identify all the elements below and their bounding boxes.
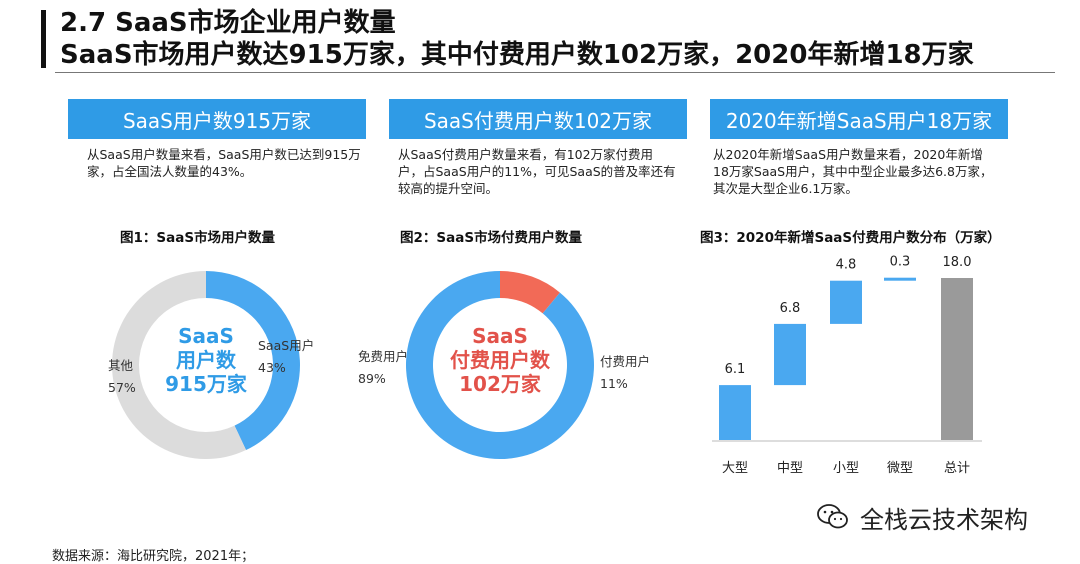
chart3-value-label-2: 4.8: [836, 258, 857, 273]
chart1-slice-value-1: 57%: [108, 380, 136, 395]
chart2-center-line-0: SaaS: [472, 324, 528, 348]
brand-name: 全栈云技术架构: [860, 505, 1028, 534]
chart3-value-label-0: 6.1: [725, 362, 746, 377]
chart2-slice-label-0: 付费用户: [600, 354, 650, 369]
data-source-note: 数据来源：海比研究院，2021年；: [52, 549, 255, 564]
chart2-slice-0: [500, 271, 560, 314]
chart1-center-line-2: 915万家: [165, 372, 248, 396]
chart3-value-label-3: 0.3: [890, 255, 911, 270]
chart1-slice-value-0: 43%: [258, 360, 286, 375]
chart3-title: 图3：2020年新增SaaS付费用户数分布（万家）: [700, 230, 1001, 246]
chart2-center-line-2: 102万家: [459, 372, 542, 396]
chart1-center-line-1: 用户数: [176, 348, 237, 372]
section-title: 2.7 SaaS市场企业用户数量: [60, 8, 396, 38]
tile-saas-users: SaaS用户数915万家: [68, 99, 366, 139]
chart3-value-label-1: 6.8: [780, 301, 801, 316]
chart3-bar-2: [830, 280, 862, 324]
chart3-bar-0: [719, 385, 751, 440]
chart3-category-label-1: 中型: [777, 461, 803, 476]
chart1-slice-1: [111, 271, 247, 459]
chart3-value-label-4: 18.0: [943, 255, 972, 270]
chart3-bar-4: [941, 278, 973, 440]
tile-new-users: 2020年新增SaaS用户18万家: [710, 99, 1008, 139]
chart3-category-label-2: 小型: [833, 461, 859, 476]
wechat-icon: [816, 503, 850, 531]
chart2-slice-value-0: 11%: [600, 376, 628, 391]
title-accent-bar: [41, 10, 46, 68]
chart2-slice-value-1: 89%: [358, 371, 386, 386]
chart1-slice-label-1: 其他: [108, 358, 134, 373]
chart3-category-label-4: 总计: [944, 461, 970, 476]
headline: SaaS市场用户数达915万家，其中付费用户数102万家，2020年新增18万家: [60, 40, 974, 70]
chart2-slice-label-1: 免费用户: [358, 349, 408, 364]
chart3-category-label-3: 微型: [887, 461, 913, 476]
chart2-title: 图2：SaaS市场付费用户数量: [400, 230, 583, 246]
chart1-slice-label-0: SaaS用户: [258, 338, 314, 353]
desc-saas-users: 从SaaS用户数量来看，SaaS用户数已达到915万家，占全国法人数量的43%。: [87, 147, 361, 179]
chart2-center-line-1: 付费用户数: [450, 348, 551, 372]
desc-new-users: 从2020年新增SaaS用户数量来看，2020年新增18万家SaaS用户，其中中…: [713, 147, 993, 196]
chart3-category-label-0: 大型: [722, 461, 748, 476]
brand-mark: 全栈云技术架构: [816, 500, 1028, 534]
chart3-bar-3: [884, 277, 916, 281]
title-divider: [55, 72, 1055, 73]
desc-paid-users: 从SaaS付费用户数量来看，有102万家付费用户，占SaaS用户的11%，可见S…: [398, 147, 676, 196]
chart1-slice-0: [206, 271, 300, 451]
tile-paid-users: SaaS付费用户数102万家: [389, 99, 687, 139]
chart1-title: 图1：SaaS市场用户数量: [120, 230, 276, 246]
chart3-bar-1: [774, 323, 806, 386]
chart1-center-line-0: SaaS: [178, 324, 234, 348]
